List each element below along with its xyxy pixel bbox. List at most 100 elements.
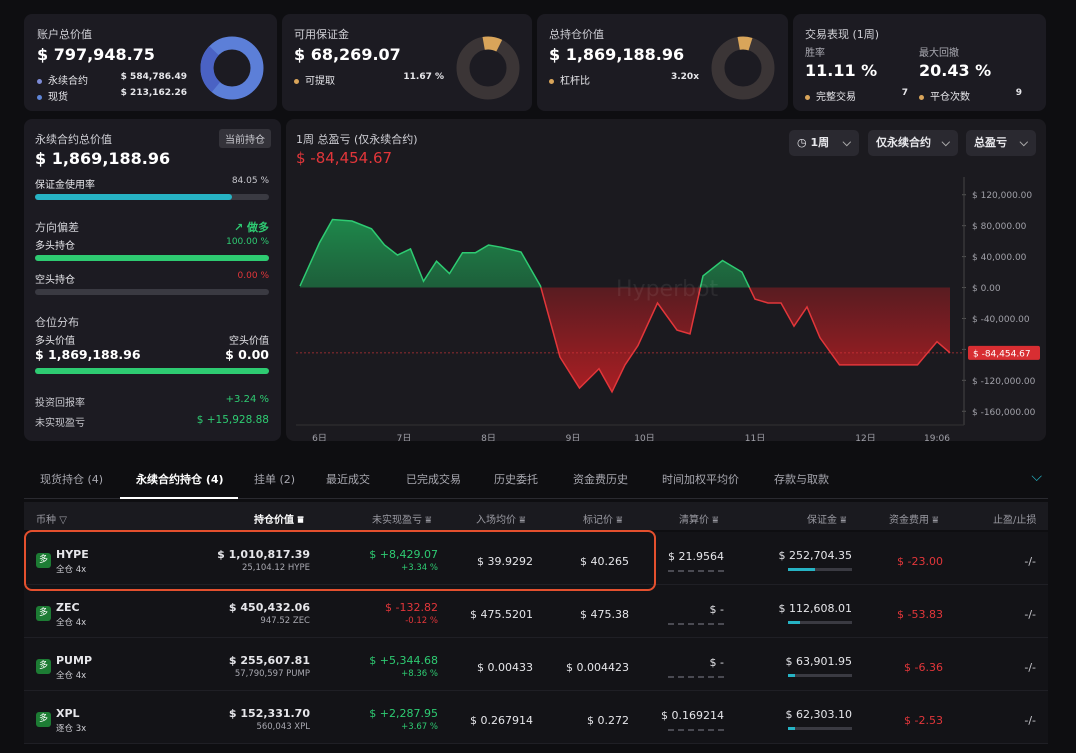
tpsl-value[interactable]: -/-: [1024, 608, 1036, 621]
short-position-pct: 0.00 %: [237, 271, 269, 281]
tab-0[interactable]: 现货持仓 (4): [40, 473, 104, 486]
sort-icon: ⩸: [297, 515, 304, 526]
entry-price: $ 0.00433: [477, 661, 533, 674]
coin-name[interactable]: PUMP: [56, 654, 93, 667]
table-row[interactable]: 多 PUMP 全仓 4x $ 255,607.81 57,790,597 PUMP $ +…: [24, 638, 1048, 691]
tpsl-value[interactable]: -/-: [1024, 661, 1036, 674]
x-tick-label: 19:06: [924, 434, 950, 441]
x-tick-label: 12日: [855, 433, 875, 441]
trend-up-icon: ↗: [233, 221, 244, 234]
positive-line: [299, 218, 751, 288]
leverage-row: 杠杆比 3.20x: [549, 72, 699, 87]
margin-usage-pct: 84.05 %: [231, 176, 269, 186]
account-spot-row: 现货 $ 213,162.26: [37, 88, 187, 103]
position-donut-chart: [711, 36, 775, 100]
margin-mode: 全仓 4x: [56, 565, 87, 575]
tpsl-value[interactable]: -/-: [1024, 714, 1036, 727]
funding-fee: $ -6.36: [904, 661, 943, 674]
sort-icon: ⩸: [840, 515, 847, 526]
active-tab-underline: [120, 497, 238, 499]
y-tick-label: $ 40,000.00: [972, 253, 1027, 263]
tab-2[interactable]: 挂单 (2): [254, 473, 296, 486]
coin-name[interactable]: ZEC: [56, 601, 80, 614]
direction-label: 方向偏差: [35, 221, 79, 234]
current-value-badge: [968, 345, 1040, 360]
sort-icon: ⩸: [932, 515, 939, 526]
tab-1[interactable]: 永续合约持仓 (4): [136, 473, 224, 486]
mark-price: $ 0.004423: [566, 661, 629, 674]
short-value-label: 空头价值: [229, 336, 269, 347]
col-coin[interactable]: 币种 ▽: [36, 515, 67, 526]
unrealized-pnl-pct: +3.67 %: [401, 722, 438, 732]
col-unrealized-pnl[interactable]: 未实现盈亏 ⩸: [372, 515, 432, 526]
margin-bar: [788, 621, 852, 624]
funding-fee: $ -2.53: [904, 714, 943, 727]
account-value-card: 账户总价值 $ 797,948.75 永续合约 $ 584,786.49 现货 …: [24, 14, 277, 111]
x-tick-label: 9日: [566, 433, 581, 441]
y-tick-label: $ 120,000.00: [972, 191, 1032, 201]
margin-bar: [788, 727, 852, 730]
col-margin[interactable]: 保证金 ⩸: [807, 515, 847, 526]
funding-fee: $ -23.00: [897, 555, 943, 568]
tab-8[interactable]: 存款与取款: [774, 473, 829, 486]
long-value-label: 多头价值: [35, 336, 75, 347]
entry-price: $ 475.5201: [470, 608, 533, 621]
liquidation-price: $ -: [709, 656, 724, 669]
table-row[interactable]: 多 HYPE 全仓 4x $ 1,010,817.39 25,104.12 HYPE $ …: [24, 532, 1048, 585]
y-tick-label: $ 0.00: [972, 284, 1001, 294]
period-select[interactable]: ◷ 1周 ⌵: [789, 130, 859, 156]
col-liq-price[interactable]: 清算价 ⩸: [679, 515, 719, 526]
long-position-bar: [35, 255, 269, 261]
tab-7[interactable]: 时间加权平均价: [662, 473, 739, 486]
margin-usage-label: 保证金使用率: [35, 180, 95, 191]
col-entry-price[interactable]: 入场均价 ⩸: [476, 515, 526, 526]
distribution-label: 仓位分布: [35, 316, 79, 329]
account-donut-chart: [200, 36, 264, 100]
col-mark-price[interactable]: 标记价 ⩸: [583, 515, 623, 526]
long-value: $ 1,869,188.96: [35, 347, 141, 362]
col-funding[interactable]: 资金费用 ⩸: [889, 515, 939, 526]
margin-value: $ 63,901.95: [785, 655, 852, 668]
tpsl-value[interactable]: -/-: [1024, 555, 1036, 568]
margin-donut-chart: [456, 36, 520, 100]
unrealized-pnl: $ +5,344.68: [369, 654, 438, 667]
upnl-label: 未实现盈亏: [35, 418, 85, 429]
unrealized-pnl: $ +2,287.95: [369, 707, 438, 720]
upnl-value: $ +15,928.88: [196, 414, 269, 426]
tab-5[interactable]: 历史委托: [494, 473, 538, 486]
coin-name[interactable]: XPL: [56, 707, 80, 720]
chevron-down-icon: ⌵: [941, 136, 950, 149]
long-side-icon: 多: [36, 553, 51, 568]
collapse-chevron-icon[interactable]: ⌵: [1031, 469, 1042, 485]
table-row[interactable]: 多 ZEC 全仓 4x $ 450,432.06 947.52 ZEC $ -132.82…: [24, 585, 1048, 638]
x-tick-label: 11日: [745, 433, 765, 441]
col-tpsl: 止盈/止损: [993, 515, 1037, 526]
position-size: 57,790,597 PUMP: [234, 669, 310, 679]
margin-title: 可用保证金: [294, 28, 349, 41]
position-size: 560,043 XPL: [256, 722, 310, 732]
margin-mode: 全仓 4x: [56, 618, 87, 628]
coin-name[interactable]: HYPE: [56, 548, 89, 561]
position-value: $ 255,607.81: [228, 654, 310, 667]
margin-mode: 逐仓 3x: [56, 724, 87, 734]
tab-6[interactable]: 资金费历史: [573, 473, 628, 486]
x-tick-label: 10日: [634, 433, 654, 441]
x-tick-label: 8日: [481, 433, 496, 441]
pnl-chart-value: $ -84,454.67: [296, 149, 393, 167]
col-position-value[interactable]: 持仓价值 ⩸: [254, 515, 304, 526]
current-position-badge[interactable]: 当前持仓: [219, 129, 271, 148]
margin-bar: [788, 674, 852, 677]
unrealized-pnl: $ -132.82: [385, 601, 438, 614]
short-value: $ 0.00: [225, 347, 269, 362]
perp-summary-card: 永续合约总价值 当前持仓 $ 1,869,188.96 保证金使用率 84.05…: [24, 119, 281, 441]
position-value: $ 1,869,188.96: [549, 45, 685, 64]
margin-value: $ 112,608.01: [778, 602, 852, 615]
filter-select[interactable]: 仅永续合约 ⌵: [868, 130, 958, 156]
table-row[interactable]: 多 XPL 逐仓 3x $ 152,331.70 560,043 XPL $ +2,287…: [24, 691, 1048, 744]
tab-4[interactable]: 已完成交易: [406, 473, 461, 486]
position-size: 25,104.12 HYPE: [241, 563, 310, 573]
metric-select[interactable]: 总盈亏 ⌵: [966, 130, 1036, 156]
margin-mode: 全仓 4x: [56, 671, 87, 681]
tab-3[interactable]: 最近成交: [326, 473, 370, 486]
y-tick-label: $ 80,000.00: [972, 222, 1027, 232]
